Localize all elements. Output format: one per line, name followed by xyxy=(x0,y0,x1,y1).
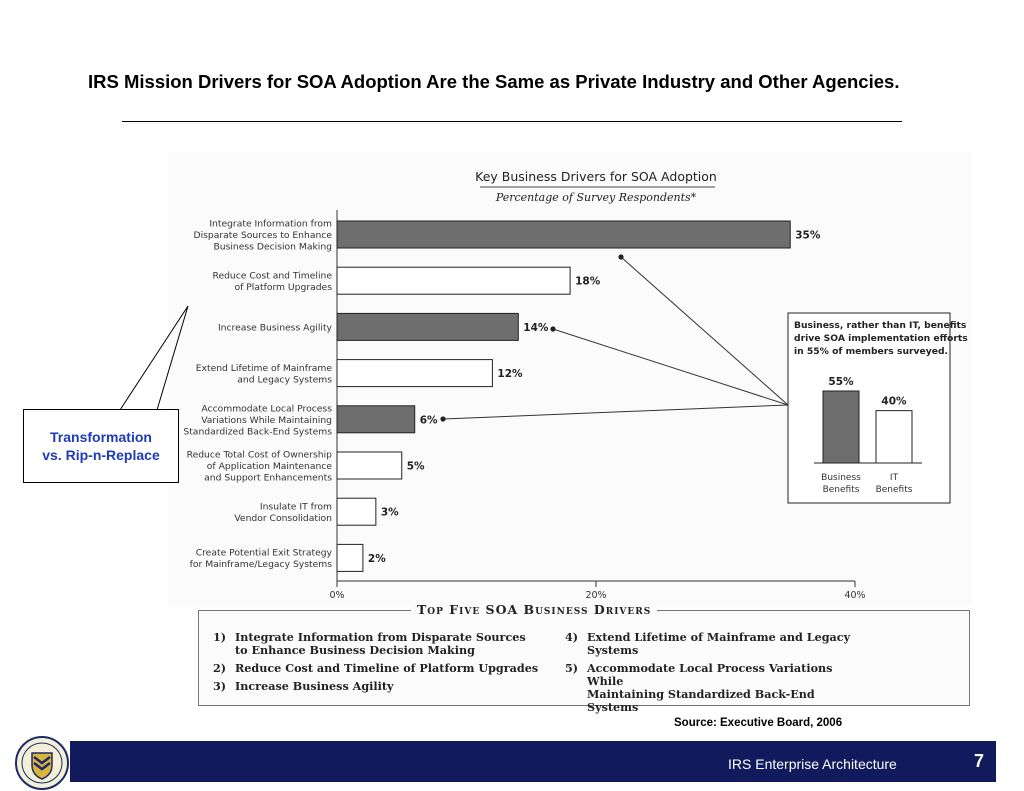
category-label: Integrate Information from Disparate Sour… xyxy=(194,219,333,253)
footer-bar: IRS Enterprise Architecture 7 xyxy=(70,741,996,782)
bar-value-label: 12% xyxy=(497,368,523,380)
inset-bar xyxy=(875,410,913,464)
bar-value-label: 2% xyxy=(368,553,386,565)
bar xyxy=(336,266,571,295)
top-five-item-number: 2) xyxy=(213,661,227,675)
top-five-item: 3) Increase Business Agility xyxy=(213,680,543,693)
bar-value-label: 5% xyxy=(407,461,425,473)
top-five-title: Top Five SOA Business Drivers xyxy=(411,602,658,617)
top-five-item-number: 3) xyxy=(213,679,227,693)
bar xyxy=(336,497,377,526)
callout-line-2: vs. Rip-n-Replace xyxy=(42,447,160,463)
treasury-seal-icon xyxy=(15,736,69,790)
category-label: Reduce Total Cost of Ownership of Applica… xyxy=(187,450,333,484)
inset-value-label: 55% xyxy=(828,376,854,388)
connector-bullet xyxy=(550,326,556,332)
x-tick-label: 40% xyxy=(844,590,865,601)
top-five-item-number: 5) xyxy=(565,661,579,675)
top-five-item: 4) Extend Lifetime of Mainframe and Legac… xyxy=(565,631,865,657)
connector-line xyxy=(620,256,789,406)
top-five-right-column: 4) Extend Lifetime of Mainframe and Legac… xyxy=(565,631,865,719)
bar xyxy=(336,405,416,434)
category-label: Insulate IT from Vendor Consolidation xyxy=(234,501,332,524)
top-five-item-number: 1) xyxy=(213,630,227,644)
connector-line xyxy=(442,404,789,420)
chart-subtitle: Percentage of Survey Respondents* xyxy=(495,191,697,204)
inset-title: Business, rather than IT, benefits drive … xyxy=(794,320,968,357)
top-five-item-text: Increase Business Agility xyxy=(235,679,394,693)
footer-text: IRS Enterprise Architecture xyxy=(728,756,897,772)
slide-title: IRS Mission Drivers for SOA Adoption Are… xyxy=(88,71,900,92)
category-label: Create Potential Exit Strategy for Mainfr… xyxy=(190,548,333,571)
bar-value-label: 6% xyxy=(420,414,438,426)
inset-bar xyxy=(822,390,860,464)
inset-frame xyxy=(787,312,951,504)
connector-line xyxy=(552,328,789,406)
category-label: Extend Lifetime of Mainframe and Legacy S… xyxy=(196,363,333,386)
top-five-item-text: Extend Lifetime of Mainframe and Legacy S… xyxy=(587,630,851,657)
bar-value-label: 35% xyxy=(795,230,821,242)
inset-value-label: 40% xyxy=(881,396,907,408)
connector-lines xyxy=(119,254,789,422)
x-tick-label: 0% xyxy=(329,590,344,601)
callout-pointer xyxy=(119,305,189,411)
top-five-item: 5) Accommodate Local Process Variations W… xyxy=(565,662,865,714)
bar-value-label: 14% xyxy=(523,322,549,334)
top-five-item: 1) Integrate Information from Disparate S… xyxy=(213,631,543,657)
title-divider xyxy=(122,121,902,122)
connector-bullet xyxy=(618,254,624,260)
bar xyxy=(336,451,403,480)
category-label: Reduce Cost and Timeline of Platform Upgr… xyxy=(212,270,332,293)
bar xyxy=(336,220,791,249)
top-five-left-column: 1) Integrate Information from Disparate S… xyxy=(213,631,543,698)
main-bar-chart: Key Business Drivers for SOA Adoption Per… xyxy=(183,169,865,601)
category-label: Increase Business Agility xyxy=(218,322,333,333)
page-number: 7 xyxy=(974,751,985,771)
inset-category-label: Business Benefits xyxy=(821,473,861,495)
top-five-item-number: 4) xyxy=(565,630,579,644)
callout-line-1: Transformation xyxy=(50,429,152,445)
chart-title: Key Business Drivers for SOA Adoption xyxy=(475,169,717,184)
top-five-item-text: Accommodate Local Process Variations Whi… xyxy=(587,661,833,714)
bar-value-label: 3% xyxy=(381,507,399,519)
bar xyxy=(336,312,519,341)
inset-category-label: IT Benefits xyxy=(876,473,913,495)
bar xyxy=(336,543,364,572)
bar xyxy=(336,359,493,388)
inset-bar-chart: Business, rather than IT, benefits drive … xyxy=(787,312,968,504)
category-label: Accommodate Local Process Variations Whil… xyxy=(183,403,332,437)
top-five-item-text: Reduce Cost and Timeline of Platform Upg… xyxy=(235,661,539,675)
connector-bullet xyxy=(440,416,446,422)
bar-value-label: 18% xyxy=(575,276,601,288)
x-tick-label: 20% xyxy=(585,590,606,601)
top-five-item-text: Integrate Information from Disparate Sou… xyxy=(235,630,526,657)
top-five-box: Top Five SOA Business Drivers 1) Integrat… xyxy=(198,602,970,714)
transformation-callout: Transformation vs. Rip-n-Replace xyxy=(23,409,179,483)
top-five-item: 2) Reduce Cost and Timeline of Platform U… xyxy=(213,662,543,675)
source-note: Source: Executive Board, 2006 xyxy=(674,717,843,729)
